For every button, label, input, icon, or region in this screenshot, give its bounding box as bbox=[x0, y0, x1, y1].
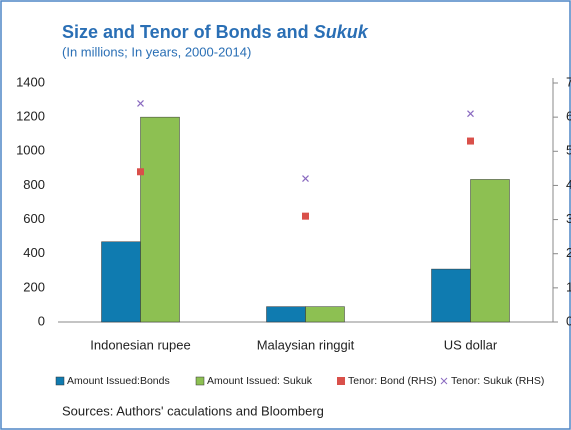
bar bbox=[266, 306, 306, 323]
source-note: Sources: Authors' caculations and Bloomb… bbox=[62, 403, 324, 418]
bar bbox=[101, 241, 141, 323]
chart-title: Size and Tenor of Bonds and Sukuk bbox=[62, 22, 369, 42]
legend-swatch bbox=[195, 376, 205, 386]
bar bbox=[470, 179, 510, 323]
y2-tick-label: 0 bbox=[566, 313, 571, 328]
tenor-marker bbox=[137, 168, 144, 176]
y2-tick-label: 7 bbox=[566, 74, 571, 89]
legend-swatch bbox=[440, 377, 448, 385]
y2-tick-label: 3 bbox=[566, 211, 571, 226]
y2-tick-label: 5 bbox=[566, 143, 571, 158]
y2-tick-label: 6 bbox=[566, 109, 571, 124]
tenor-marker bbox=[467, 110, 474, 118]
title-main: Size and Tenor of Bonds and bbox=[62, 22, 309, 42]
legend-swatch bbox=[55, 376, 65, 386]
y-tick-label: 1400 bbox=[16, 74, 45, 89]
bar bbox=[305, 306, 345, 323]
legend-label: Amount Issued:Bonds bbox=[67, 375, 170, 387]
title-italic: Sukuk bbox=[314, 22, 369, 42]
bar bbox=[431, 268, 471, 323]
x-tick-label: Indonesian rupee bbox=[90, 337, 190, 352]
y2-tick-label: 2 bbox=[566, 245, 571, 260]
y-tick-label: 1000 bbox=[16, 143, 45, 158]
tenor-marker bbox=[467, 137, 474, 145]
y-tick-label: 200 bbox=[23, 279, 45, 294]
y-tick-label: 400 bbox=[23, 245, 45, 260]
y-tick-label: 0 bbox=[38, 313, 45, 328]
y2-tick-label: 1 bbox=[566, 279, 571, 294]
y-tick-label: 1200 bbox=[16, 109, 45, 124]
tenor-marker bbox=[302, 175, 309, 183]
tenor-marker bbox=[302, 212, 309, 220]
y-tick-label: 800 bbox=[23, 177, 45, 192]
y2-tick-label: 4 bbox=[566, 177, 571, 192]
y-tick-label: 600 bbox=[23, 211, 45, 226]
legend-swatch bbox=[337, 377, 345, 385]
x-tick-label: US dollar bbox=[444, 337, 498, 352]
chart-subtitle: (In millions; In years, 2000-2014) bbox=[62, 44, 251, 59]
tenor-marker bbox=[137, 100, 144, 107]
legend-label: Tenor: Bond (RHS) bbox=[348, 375, 437, 387]
bar bbox=[140, 116, 180, 323]
x-tick-label: Malaysian ringgit bbox=[257, 337, 355, 352]
legend-label: Amount Issued: Sukuk bbox=[207, 375, 313, 387]
legend-label: Tenor: Sukuk (RHS) bbox=[451, 375, 544, 387]
